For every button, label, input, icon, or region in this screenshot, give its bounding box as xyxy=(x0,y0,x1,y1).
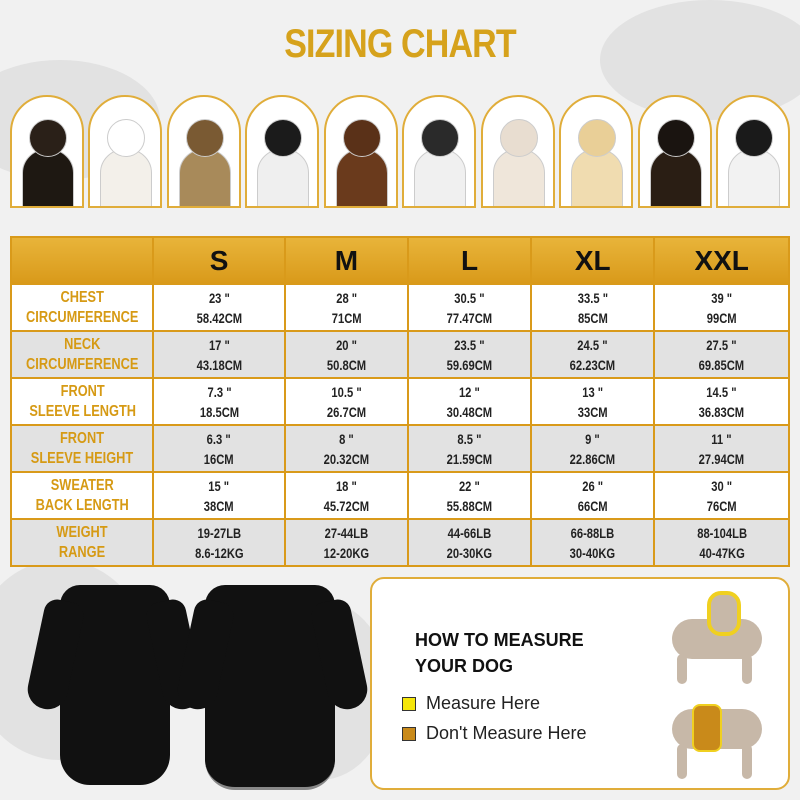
row-label: FRONT SLEEVE LENGTH xyxy=(9,377,155,426)
table-cell: 28 " 71CM xyxy=(283,283,409,332)
table-cell: 14.5 " 36.83CM xyxy=(653,377,790,426)
legend-label: Measure Here xyxy=(426,693,541,713)
legend-measure-here: Measure Here xyxy=(402,693,540,714)
table-cell: 30.5 " 77.47CM xyxy=(406,283,533,332)
dog-body xyxy=(571,149,624,206)
dog-body xyxy=(414,149,467,206)
table-cell: 18 " 45.72CM xyxy=(283,471,409,520)
table-row: FRONT SLEEVE HEIGHT 6.3 " 16CM 8 " 20.32CM 8.5… xyxy=(9,424,790,473)
table-cell: 6.3 " 16CM xyxy=(152,424,286,473)
table-cell: 12 " 30.48CM xyxy=(406,377,533,426)
heading-line-1: HOW TO MEASURE xyxy=(415,630,584,650)
table-cell: 27-44LB 12-20KG xyxy=(283,518,409,567)
table-cell: 11 " 27.94CM xyxy=(653,424,790,473)
dog-head xyxy=(499,119,538,157)
dog-head xyxy=(734,119,773,157)
dog-head xyxy=(656,119,695,157)
table-cell: 33.5 " 85CM xyxy=(530,283,656,332)
dog-head xyxy=(185,119,224,157)
table-cell: 30 " 76CM xyxy=(653,471,790,520)
table-cell: 20 " 50.8CM xyxy=(283,330,409,379)
table-cell: 88-104LB 40-47KG xyxy=(653,518,790,567)
dog-body xyxy=(100,149,153,206)
table-row: NECK CIRCUMFERENCE 17 " 43.18CM 20 " 50.8CM 23… xyxy=(9,330,790,379)
dog-head xyxy=(264,119,303,157)
legend-label: Don't Measure Here xyxy=(426,723,587,743)
dog-photo-3 xyxy=(166,95,241,208)
table-cell: 44-66LB 20-30KG xyxy=(406,518,533,567)
table-cell: 23 " 58.42CM xyxy=(152,283,286,332)
dog-head xyxy=(107,119,146,157)
size-header-row: S M L XL XXL xyxy=(9,236,790,285)
row-label: CHEST CIRCUMFERENCE xyxy=(9,283,155,332)
size-m: M xyxy=(283,236,409,285)
table-cell: 23.5 " 59.69CM xyxy=(406,330,533,379)
table-cell: 26 " 66CM xyxy=(530,471,656,520)
yellow-swatch-icon xyxy=(402,696,416,711)
table-cell: 15 " 38CM xyxy=(152,471,286,520)
table-cell: 39 " 99CM xyxy=(653,283,790,332)
row-label: FRONT SLEEVE HEIGHT xyxy=(9,424,155,473)
table-cell: 8 " 20.32CM xyxy=(283,424,409,473)
table-row: CHEST CIRCUMFERENCE 23 " 58.42CM 28 " 71CM 30.… xyxy=(9,283,790,332)
dog-photo-10 xyxy=(715,95,790,208)
table-cell: 10.5 " 26.7CM xyxy=(283,377,409,426)
dog-head xyxy=(342,119,381,157)
size-xl: XL xyxy=(530,236,656,285)
how-to-measure-heading: HOW TO MEASURE YOUR DOG xyxy=(415,627,584,679)
how-to-measure-panel: HOW TO MEASURE YOUR DOG Measure Here Don… xyxy=(370,577,790,790)
table-row: SWEATER BACK LENGTH 15 " 38CM 18 " 45.72CM 22 … xyxy=(9,471,790,520)
size-s: S xyxy=(152,236,286,285)
table-cell: 22 " 55.88CM xyxy=(406,471,533,520)
dog-body xyxy=(22,149,74,206)
table-cell: 13 " 33CM xyxy=(530,377,656,426)
table-cell: 19-27LB 8.6-12KG xyxy=(152,518,286,567)
size-xxl: XXL xyxy=(653,236,790,285)
dog-photo-1 xyxy=(10,95,84,208)
sizing-table: S M L XL XXL CHEST CIRCUMFERENCE 23 " 58.42… xyxy=(9,236,790,567)
dog-body xyxy=(178,149,231,206)
dog-body xyxy=(727,149,780,206)
dog-head xyxy=(29,119,67,157)
table-cell: 8.5 " 21.59CM xyxy=(406,424,533,473)
header-blank-cell xyxy=(9,236,155,285)
table-row: WEIGHT RANGE 19-27LB 8.6-12KG 27-44LB 12-20KG… xyxy=(9,518,790,567)
row-label: SWEATER BACK LENGTH xyxy=(9,471,155,520)
table-cell: 9 " 22.86CM xyxy=(530,424,656,473)
dog-body xyxy=(335,149,388,206)
dog-head xyxy=(578,119,617,157)
dog-head xyxy=(421,119,460,157)
dog-photo-5 xyxy=(323,95,398,208)
table-cell: 7.3 " 18.5CM xyxy=(152,377,286,426)
dog-breed-gallery xyxy=(10,95,790,208)
dog-photo-9 xyxy=(637,95,712,208)
size-l: L xyxy=(406,236,533,285)
dog-photo-4 xyxy=(245,95,320,208)
table-cell: 27.5 " 69.85CM xyxy=(653,330,790,379)
table-cell: 24.5 " 62.23CM xyxy=(530,330,656,379)
legend-dont-measure-here: Don't Measure Here xyxy=(402,723,587,744)
dog-photo-7 xyxy=(480,95,555,208)
page-title: SIZING CHART xyxy=(284,22,516,66)
orange-swatch-icon xyxy=(402,726,416,741)
table-cell: 17 " 43.18CM xyxy=(152,330,286,379)
dog-body xyxy=(649,149,702,206)
table-row: FRONT SLEEVE LENGTH 7.3 " 18.5CM 10.5 " 26.7C… xyxy=(9,377,790,426)
dog-photo-2 xyxy=(88,95,163,208)
dog-photo-8 xyxy=(559,95,634,208)
row-label: WEIGHT RANGE xyxy=(9,518,155,567)
heading-line-2: YOUR DOG xyxy=(415,656,514,676)
table-cell: 66-88LB 30-40KG xyxy=(530,518,656,567)
dog-body xyxy=(492,149,545,206)
dog-photo-6 xyxy=(402,95,477,208)
row-label: NECK CIRCUMFERENCE xyxy=(9,330,155,379)
dog-body xyxy=(257,149,310,206)
